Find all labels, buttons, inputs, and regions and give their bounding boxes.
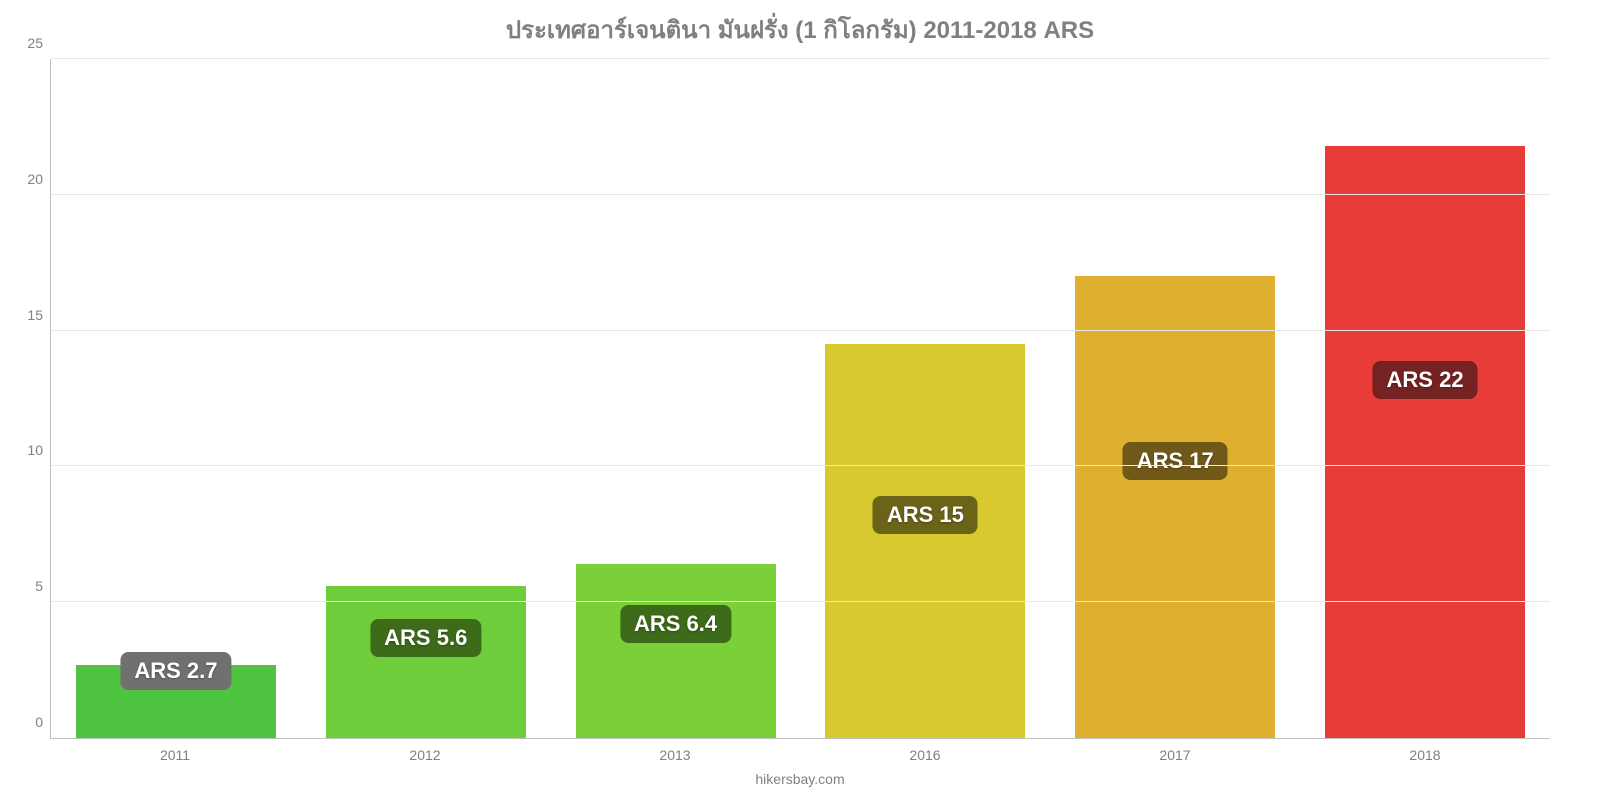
y-tick-label: 25: [27, 35, 43, 51]
gridline: [51, 194, 1550, 195]
x-axis-labels: 2011 2012 2013 2016 2017 2018: [50, 747, 1550, 763]
bar: [1325, 146, 1525, 738]
x-tick-label: 2017: [1075, 747, 1275, 763]
bars-container: ARS 2.7 ARS 5.6 ARS 6.4 ARS 15 ARS 17 ARS 22: [51, 59, 1550, 738]
bar-group: ARS 17: [1075, 59, 1275, 738]
bar-value-label: ARS 5.6: [370, 619, 481, 657]
bar-value-label: ARS 15: [873, 496, 978, 534]
bar-value-label: ARS 2.7: [120, 652, 231, 690]
bar-value-label: ARS 6.4: [620, 605, 731, 643]
x-tick-label: 2016: [825, 747, 1025, 763]
gridline: [51, 465, 1550, 466]
bar: [576, 564, 776, 738]
plot-area: ARS 2.7ARS 5.6ARS 6.4ARS 15ARS 17ARS 22 …: [50, 59, 1550, 739]
y-tick-label: 5: [35, 578, 43, 594]
bar-group: ARS 6.4: [576, 59, 776, 738]
x-tick-label: 2018: [1325, 747, 1525, 763]
x-tick-label: 2011: [75, 747, 275, 763]
bar: [825, 344, 1025, 738]
y-tick-label: 10: [27, 442, 43, 458]
bar-group: ARS 5.6: [326, 59, 526, 738]
bar: [326, 586, 526, 738]
bar: [1075, 276, 1275, 738]
bar-group: ARS 22: [1325, 59, 1525, 738]
bar-group: ARS 15: [825, 59, 1025, 738]
bar-value-label: ARS 22: [1373, 361, 1478, 399]
gridline: [51, 601, 1550, 602]
x-tick-label: 2013: [575, 747, 775, 763]
chart-footer: hikersbay.com: [50, 771, 1550, 787]
y-tick-label: 20: [27, 171, 43, 187]
gridline: [51, 330, 1550, 331]
chart-title: ประเทศอาร์เจนตินา มันฝรั่ง (1 กิโลกรัม) …: [50, 10, 1550, 49]
gridline: [51, 58, 1550, 59]
bar-value-label: ARS 17: [1123, 442, 1228, 480]
y-tick-label: 0: [35, 714, 43, 730]
x-tick-label: 2012: [325, 747, 525, 763]
y-tick-label: 15: [27, 307, 43, 323]
bar-group: ARS 2.7: [76, 59, 276, 738]
chart-container: ประเทศอาร์เจนตินา มันฝรั่ง (1 กิโลกรัม) …: [50, 10, 1550, 770]
